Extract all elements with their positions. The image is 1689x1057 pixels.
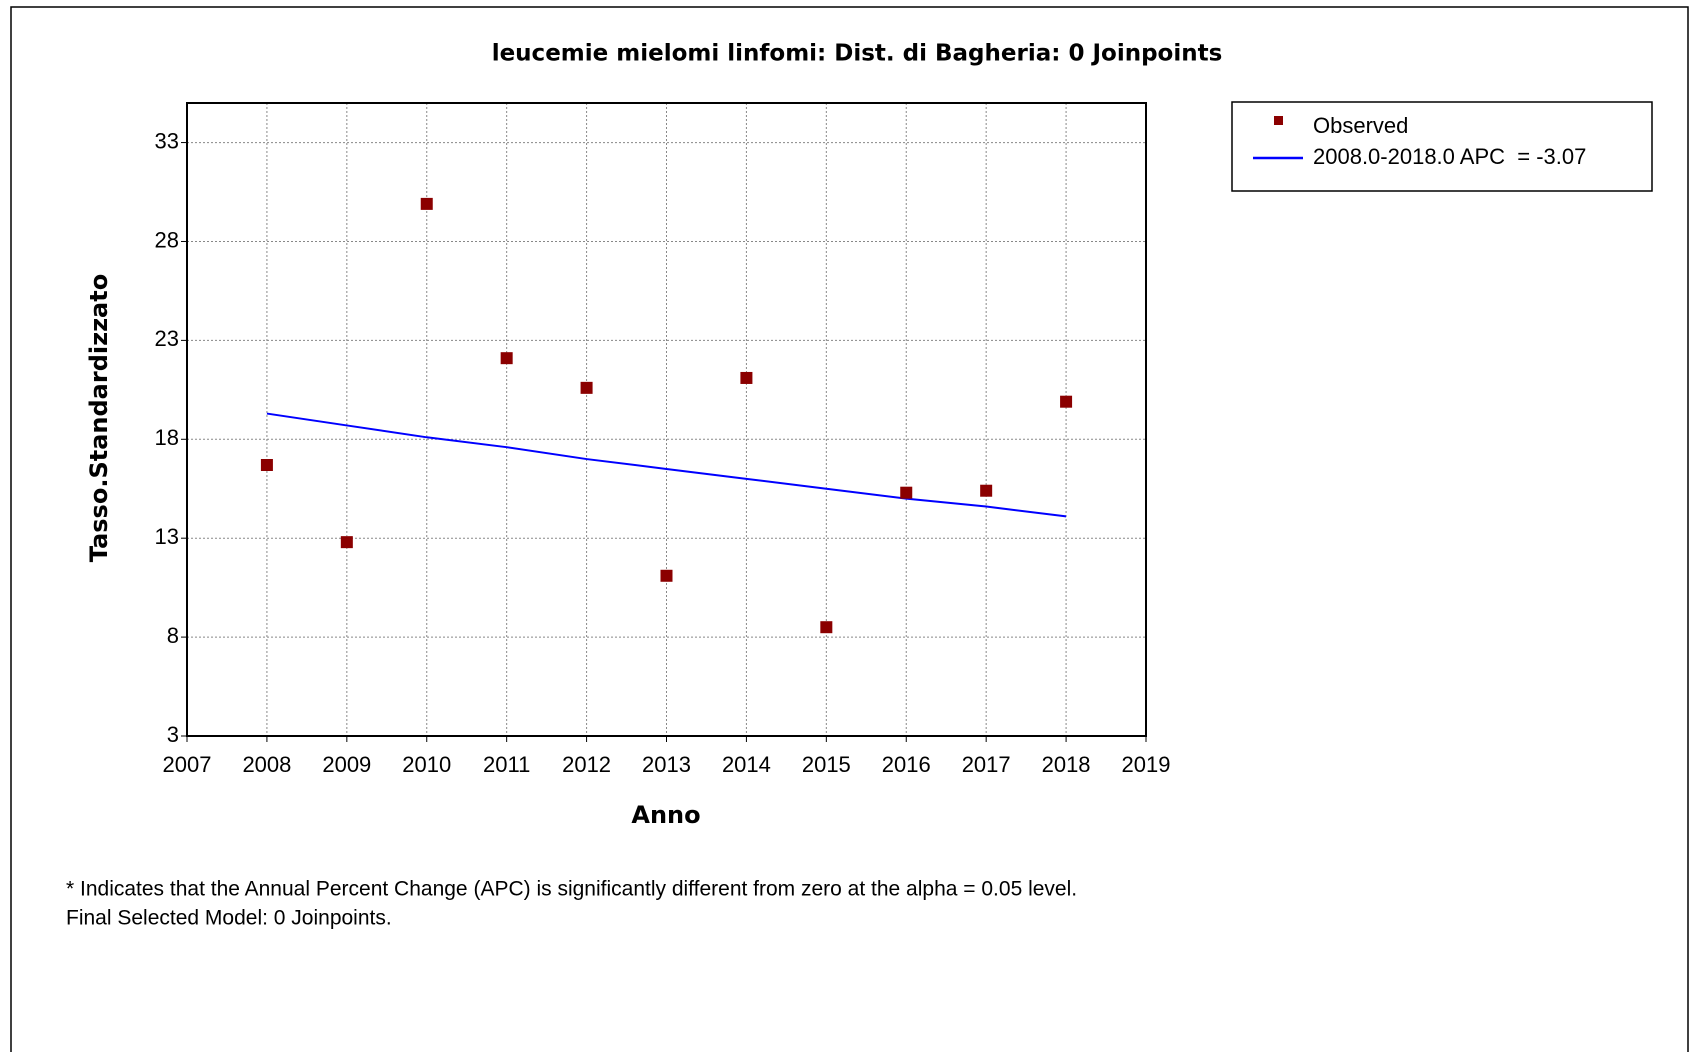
point xyxy=(660,569,673,582)
legend-marker xyxy=(1274,116,1283,125)
y-tick-label: 23 xyxy=(155,326,179,351)
x-tick-label: 2014 xyxy=(722,752,771,777)
x-tick-label: 2016 xyxy=(882,752,931,777)
legend-label: 2008.0-2018.0 APC = -3.07 xyxy=(1313,144,1586,169)
y-tick-label: 13 xyxy=(155,524,179,549)
chart-title: leucemie mielomi linfomi: Dist. di Baghe… xyxy=(492,41,1223,67)
x-tick-label: 2013 xyxy=(642,752,691,777)
point xyxy=(820,621,833,634)
x-axis-label: Anno xyxy=(631,801,700,829)
point xyxy=(260,458,273,471)
point xyxy=(900,486,913,499)
x-tick-label: 2017 xyxy=(962,752,1011,777)
point xyxy=(420,197,433,210)
y-tick-label: 18 xyxy=(155,425,179,450)
fit-line xyxy=(266,412,1067,518)
point xyxy=(1060,395,1073,408)
x-tick-label: 2019 xyxy=(1122,752,1171,777)
footnote: Final Selected Model: 0 Joinpoints. xyxy=(66,907,392,930)
y-tick-label: 8 xyxy=(167,623,179,648)
point xyxy=(740,371,753,384)
plot-border xyxy=(186,102,1147,737)
x-tick-label: 2015 xyxy=(802,752,851,777)
x-tick-label: 2011 xyxy=(483,752,530,777)
x-tick-label: 2009 xyxy=(322,752,371,777)
x-tick-label: 2007 xyxy=(163,752,212,777)
y-tick-label: 28 xyxy=(155,227,179,252)
x-tick-label: 2012 xyxy=(562,752,611,777)
y-tick-label: 33 xyxy=(155,128,179,153)
point xyxy=(580,381,593,394)
point xyxy=(340,536,353,549)
x-tick-label: 2010 xyxy=(402,752,451,777)
point xyxy=(980,484,993,497)
frame xyxy=(10,6,1689,1057)
x-tick-label: 2018 xyxy=(1042,752,1091,777)
y-axis-label: Tasso.Standardizzato xyxy=(85,274,113,562)
x-tick-label: 2008 xyxy=(242,752,291,777)
footnote: * Indicates that the Annual Percent Chan… xyxy=(66,878,1077,901)
y-tick-label: 3 xyxy=(167,722,179,747)
legend-box xyxy=(1231,101,1653,192)
point xyxy=(500,352,513,365)
legend-label: Observed xyxy=(1313,113,1408,138)
